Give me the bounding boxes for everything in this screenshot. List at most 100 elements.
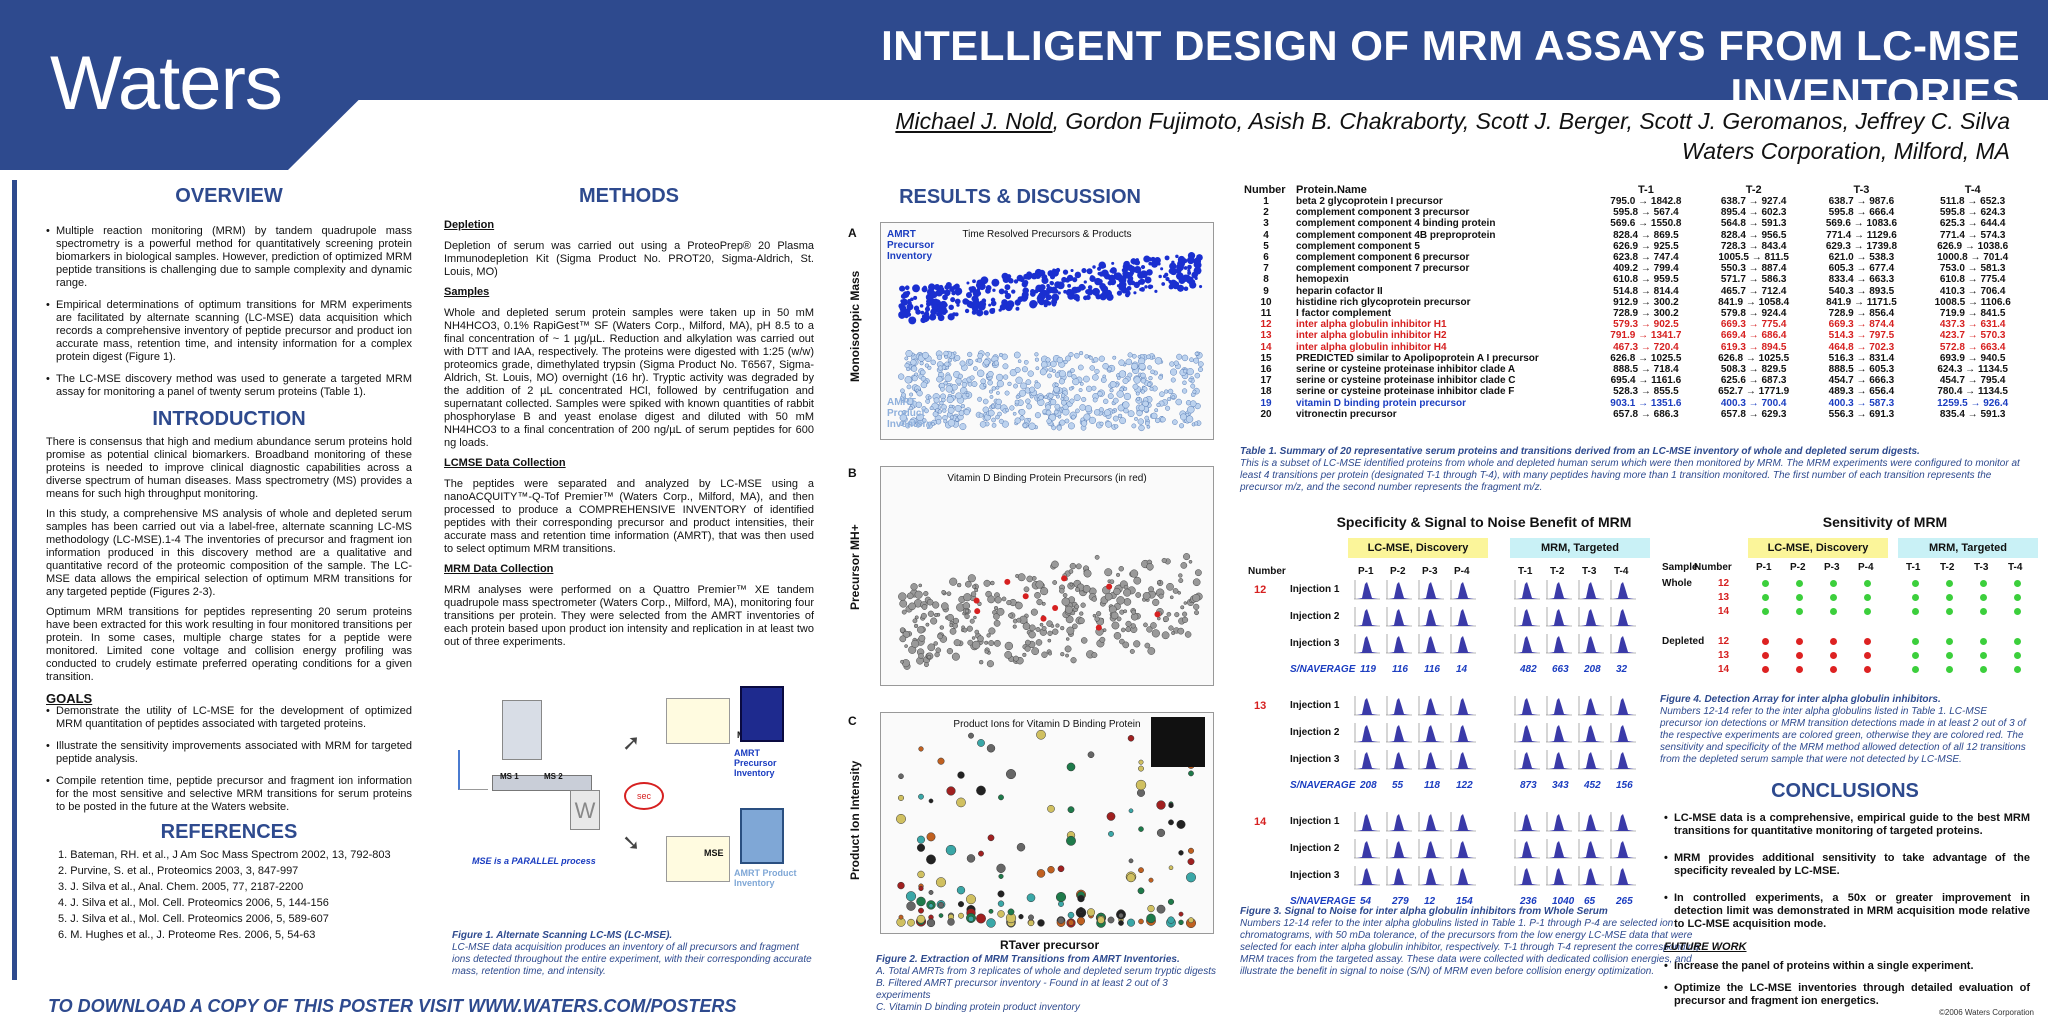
scatter-point: [1004, 292, 1012, 300]
scatter-point: [1158, 593, 1164, 599]
group-number: 14: [1254, 816, 1267, 828]
number-label: Number: [1694, 562, 1732, 573]
scatter-point: [1140, 372, 1146, 379]
scatter-point: [1083, 375, 1090, 383]
scatter-point: [1019, 415, 1025, 421]
conclusions-section: LC-MSE data is a comprehensive, empirica…: [1664, 812, 2030, 1017]
scatter-point: [1183, 266, 1188, 270]
scatter-point: [1080, 637, 1088, 644]
scatter-point: [1193, 269, 1197, 274]
reference-item: 3. J. Silva et al., Anal. Chem. 2005, 77…: [58, 881, 304, 893]
scatter-point: [936, 376, 943, 383]
panel-c-plot: [896, 729, 1197, 929]
transition-cell: 638.7 → 927.4: [1720, 196, 1787, 207]
scatter-point: [1173, 360, 1179, 366]
scatter-point: [963, 409, 970, 416]
scatter-point: [1151, 629, 1160, 638]
scatter-point: [1134, 416, 1138, 421]
table-row: 2 complement component 3 precursor 595.8 →…: [1240, 207, 2030, 218]
row-number: 1: [1263, 196, 1269, 207]
transition-cell: 638.7 → 987.6: [1828, 196, 1895, 207]
scatter-point: [1064, 605, 1073, 614]
scatter-point: [899, 285, 906, 292]
scatter-point: [978, 300, 987, 308]
scatter-point: [926, 654, 932, 660]
scatter-point: [941, 602, 949, 610]
scatter-point: [984, 640, 989, 645]
scatter-point: [1007, 908, 1015, 916]
scatter-point: [968, 915, 974, 922]
chromatogram-trace: [1578, 750, 1604, 770]
scatter-point: [990, 297, 996, 303]
scatter-point: [1170, 368, 1178, 376]
scatter-point: [916, 896, 926, 907]
transition-cell: 619.3 → 894.5: [1720, 341, 1787, 353]
methods-subheading: Depletion: [444, 219, 495, 231]
chromatogram-trace: [1578, 812, 1604, 832]
scatter-point: [1004, 284, 1011, 291]
scatter-point: [1123, 584, 1129, 590]
row-number: 4: [1263, 229, 1269, 241]
scatter-point: [994, 596, 1002, 604]
scatter-point: [1034, 352, 1039, 357]
fig3-title: Figure 3. Signal to Noise for inter alph…: [1240, 906, 1608, 917]
detection-dot: [1762, 638, 1769, 645]
scatter-point: [1045, 357, 1051, 363]
row-number: 7: [1263, 263, 1269, 275]
scatter-point: [1050, 398, 1057, 406]
scatter-point: [1192, 578, 1201, 587]
injection-label: Injection 1: [1290, 816, 1340, 827]
chromatogram-trace: [1418, 696, 1444, 716]
sn-value: 1040: [1552, 896, 1575, 907]
scatter-point: [1122, 641, 1130, 649]
scatter-point: [1171, 260, 1175, 265]
scatter-point: [1057, 865, 1065, 873]
scatter-point: [1183, 553, 1191, 561]
scatter-point: [992, 288, 996, 292]
conclusion-item: In controlled experiments, a 50x or grea…: [1664, 892, 2030, 931]
product-inventory-icon: [740, 808, 784, 864]
scatter-point: [1131, 353, 1137, 359]
scatter-point: [949, 415, 954, 420]
sn-value: 156: [1616, 780, 1633, 791]
column-label: P-2: [1790, 562, 1806, 573]
scatter-point: [1160, 267, 1164, 271]
transition-cell: 719.9 → 841.5: [1939, 308, 2006, 320]
scatter-point: [1022, 423, 1028, 428]
scatter-point: [904, 376, 913, 384]
panel-a-label: A: [848, 226, 857, 240]
scatter-point: [1190, 256, 1194, 260]
scatter-point: [956, 303, 960, 307]
transition-cell: 895.4 → 602.3: [1720, 207, 1787, 219]
scatter-point: [1158, 274, 1162, 279]
parallel-caption: MSE is a PARALLEL process: [472, 856, 596, 866]
scatter-point: [929, 406, 934, 411]
chromatogram-trace: [1578, 866, 1604, 886]
scatter-point: [954, 312, 959, 317]
protein-name: serine or cysteine proteinase inhibitor …: [1296, 386, 1515, 398]
scatter-point: [976, 785, 986, 796]
scatter-point: [936, 354, 943, 361]
scatter-point: [943, 309, 948, 314]
scatter-point: [1078, 388, 1083, 393]
scatter-point: [1123, 588, 1132, 597]
panel-c-chart: Product Ions for Vitamin D Binding Prote…: [880, 712, 1214, 934]
scatter-point: [1067, 292, 1075, 300]
scatter-point: [1081, 267, 1087, 274]
fig2-title: Figure 2. Extraction of MRM Transitions …: [876, 954, 1180, 965]
scatter-point: [1097, 916, 1105, 924]
chromatogram-trace: [1386, 866, 1412, 886]
row-number: 11: [1260, 308, 1272, 320]
scatter-point: [1001, 420, 1009, 428]
scatter-point: [1161, 282, 1166, 286]
scatter-point: [1133, 291, 1137, 295]
sens-targeted-pill: MRM, Targeted: [1898, 538, 2038, 558]
transition-cell: 556.3 → 691.3: [1828, 408, 1895, 420]
scatter-point: [1190, 383, 1196, 389]
detection-dot: [1912, 580, 1919, 587]
scatter-point: [995, 385, 1000, 390]
scatter-point: [1180, 413, 1187, 421]
scatter-point: [1130, 623, 1136, 629]
mse-diagram: MS 1 MS 2 W ➚ ➘ sec MS MSE AMRT Precurso…: [452, 686, 812, 920]
chromatogram-trace: [1514, 723, 1540, 743]
